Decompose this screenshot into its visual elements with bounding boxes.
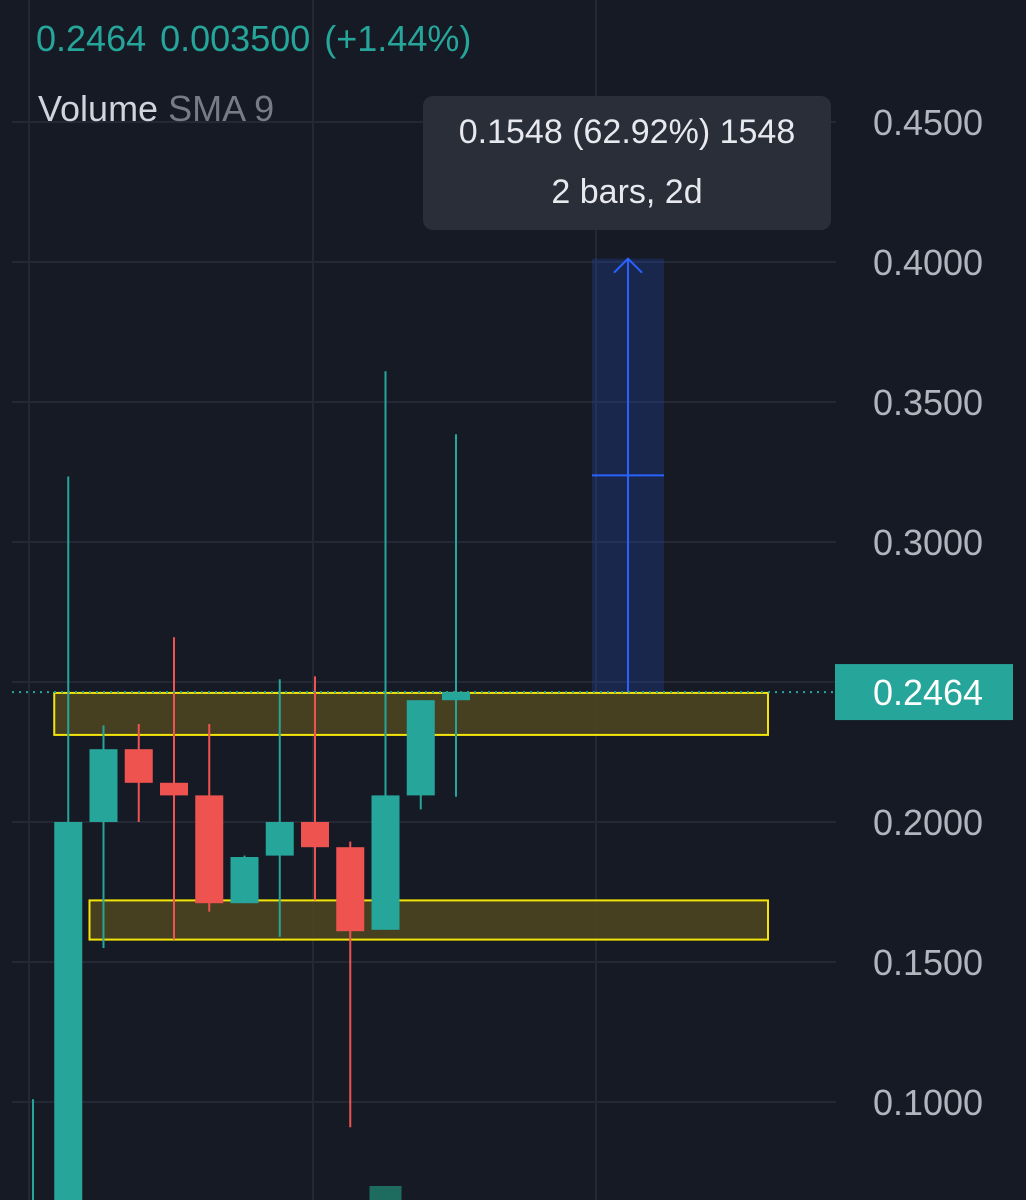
candle-body xyxy=(265,822,294,856)
indicator-param: SMA 9 xyxy=(168,88,275,129)
price-axis-tick-label: 0.3000 xyxy=(873,522,983,563)
candle-bullish xyxy=(32,1099,34,1200)
candle-body xyxy=(160,782,188,796)
ohlc-header: 0.2464 0.003500 (+1.44%) xyxy=(36,18,485,60)
price-axis-tick-label: 0.1000 xyxy=(873,1082,983,1123)
indicator-name: Volume xyxy=(38,88,159,129)
candle-bullish xyxy=(230,855,259,904)
measure-tooltip-line2: 2 bars, 2d xyxy=(551,173,703,211)
candle-bullish xyxy=(406,700,435,810)
candle-body xyxy=(371,795,400,930)
volume-bar xyxy=(369,1186,402,1200)
price-axis-tick-label: 0.2000 xyxy=(873,802,983,843)
candle-body xyxy=(230,857,259,904)
candle-body xyxy=(54,822,83,1200)
volume-indicator-legend[interactable]: Volume SMA 9 xyxy=(38,88,274,130)
candle-bearish xyxy=(124,724,153,822)
candle-body xyxy=(442,692,470,701)
candle-bearish xyxy=(195,724,224,912)
price-axis-tick-label: 0.3500 xyxy=(873,382,983,423)
current-price-badge-label: 0.2464 xyxy=(873,672,983,713)
candle-bearish xyxy=(160,637,188,940)
candle-body xyxy=(336,847,365,932)
support-resistance-zone xyxy=(88,899,769,941)
candle-bearish xyxy=(336,841,365,1128)
candle-bullish xyxy=(265,679,294,937)
candle-bullish xyxy=(89,725,118,948)
candle-bullish xyxy=(442,434,470,797)
price-change: 0.003500 xyxy=(160,18,311,59)
candle-body xyxy=(89,749,118,822)
measure-tooltip-line1: 0.1548 (62.92%) 1548 xyxy=(458,113,796,151)
candle-body xyxy=(301,822,329,848)
candle-body xyxy=(195,795,224,904)
measure-arrow-head xyxy=(613,257,643,274)
price-axis-tick-label: 0.4000 xyxy=(873,242,983,283)
candles-layer xyxy=(32,371,470,1200)
measure-tool[interactable] xyxy=(592,257,664,693)
candle-bullish xyxy=(54,476,83,1200)
price-change-percent: (+1.44%) xyxy=(324,18,472,59)
price-axis-tick-label: 0.4500 xyxy=(873,102,983,143)
measure-tooltip: 0.1548 (62.92%) 1548 2 bars, 2d xyxy=(423,96,831,230)
volume-layer xyxy=(369,1186,402,1200)
price-axis-tick-label: 0.1500 xyxy=(873,942,983,983)
candle-body xyxy=(124,749,153,783)
current-price-badge xyxy=(835,664,1013,721)
candle-bullish xyxy=(371,371,400,930)
price-axis[interactable]: 0.4500 0.4000 0.3500 0.3000 0.2000 0.1500 0.10… xyxy=(835,102,1013,1123)
candle-body xyxy=(406,700,435,796)
candle-bearish xyxy=(301,676,329,901)
last-price: 0.2464 xyxy=(36,18,147,59)
